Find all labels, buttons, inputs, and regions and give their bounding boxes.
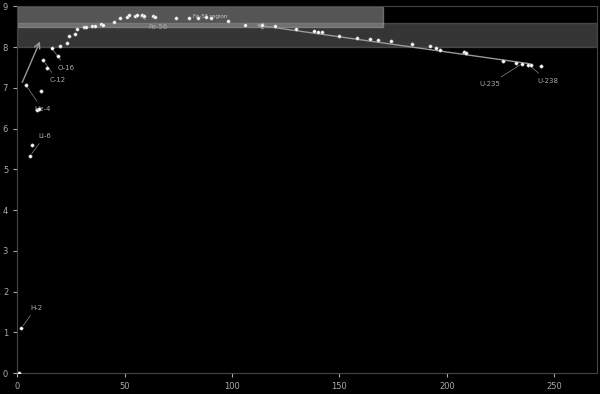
Text: Fe-56: Fe-56 (140, 16, 167, 30)
Text: H-2: H-2 (23, 305, 42, 326)
Text: U-235: U-235 (479, 65, 520, 87)
Text: O-16: O-16 (53, 50, 75, 71)
Bar (17, 22, 597, 47)
Text: Fe-56 region: Fe-56 region (193, 14, 228, 19)
Text: He-4: He-4 (28, 87, 51, 112)
Text: C-12: C-12 (44, 62, 65, 84)
Text: Li-6: Li-6 (32, 132, 52, 154)
Text: U-238: U-238 (530, 66, 558, 84)
Bar (17, 6, 383, 27)
